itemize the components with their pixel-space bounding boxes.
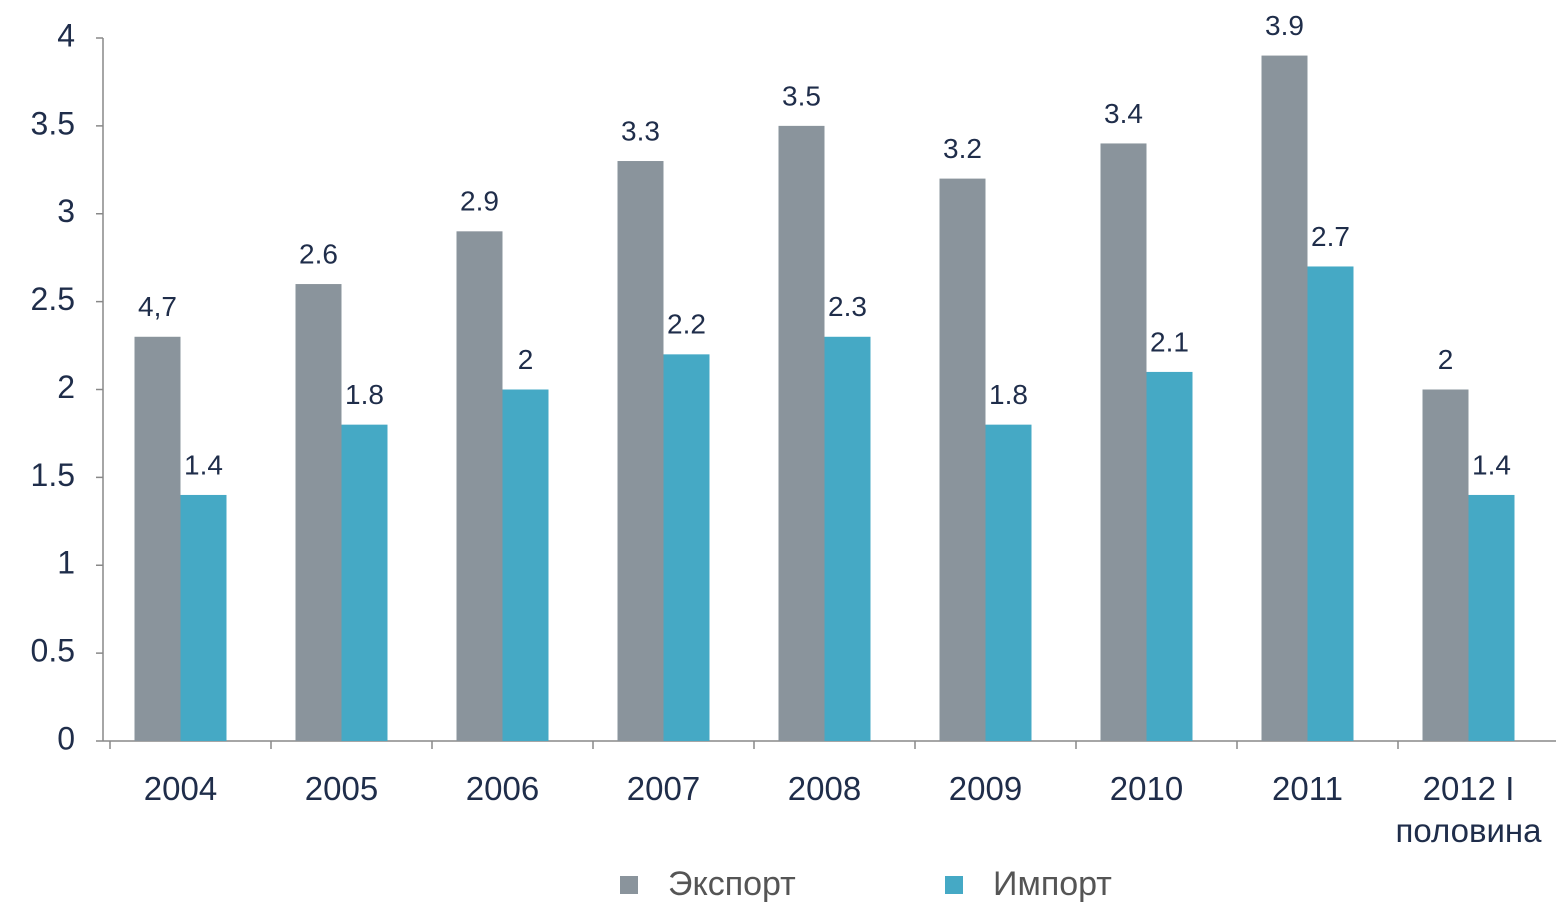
data-label: 3.5 bbox=[782, 80, 821, 111]
bar bbox=[778, 125, 825, 741]
bar bbox=[180, 494, 227, 741]
y-tick-label: 4 bbox=[57, 17, 75, 53]
bar bbox=[939, 178, 986, 742]
data-label: 3.2 bbox=[943, 133, 982, 164]
data-label: 3.3 bbox=[621, 115, 660, 146]
legend-swatch bbox=[620, 876, 638, 894]
data-label: 2.7 bbox=[1311, 221, 1350, 252]
bar bbox=[617, 161, 664, 741]
bar bbox=[295, 284, 342, 741]
data-label: 1.8 bbox=[345, 379, 384, 410]
data-label: 2 bbox=[518, 344, 534, 375]
bar bbox=[1100, 143, 1147, 741]
bar bbox=[1261, 55, 1308, 741]
data-label: 2.3 bbox=[828, 291, 867, 322]
bar bbox=[824, 336, 871, 741]
data-label: 2.1 bbox=[1150, 326, 1189, 357]
bar bbox=[1422, 389, 1469, 741]
data-label: 2.9 bbox=[460, 186, 499, 217]
bar bbox=[134, 336, 181, 741]
legend-label: Экспорт bbox=[668, 865, 796, 903]
y-tick-label: 2 bbox=[57, 369, 75, 405]
legend-swatch bbox=[945, 876, 963, 894]
y-tick-label: 0.5 bbox=[31, 633, 75, 669]
x-tick-label: 2004 bbox=[143, 770, 218, 807]
data-label: 1.4 bbox=[1472, 449, 1511, 480]
data-label: 3.4 bbox=[1104, 98, 1143, 129]
bar bbox=[985, 424, 1032, 741]
y-tick-label: 2.5 bbox=[31, 281, 75, 317]
x-tick-label: 2008 bbox=[787, 770, 862, 807]
data-label: 1.8 bbox=[989, 379, 1028, 410]
bar bbox=[1468, 494, 1515, 741]
bar bbox=[1307, 266, 1354, 741]
data-label: 1.4 bbox=[184, 449, 223, 480]
y-tick-label: 3.5 bbox=[31, 105, 75, 141]
y-tick-label: 1 bbox=[57, 545, 75, 581]
bar bbox=[502, 389, 549, 741]
data-label: 3.9 bbox=[1265, 10, 1304, 41]
y-tick-label: 0 bbox=[57, 720, 75, 756]
annotation: 4,7 bbox=[138, 291, 177, 322]
x-tick-label: 2007 bbox=[626, 770, 701, 807]
legend-label: Импорт bbox=[993, 865, 1112, 903]
x-tick-label: 2006 bbox=[465, 770, 540, 807]
data-label: 2.6 bbox=[299, 238, 338, 269]
bar bbox=[341, 424, 388, 741]
x-tick-label: 2012 I половина bbox=[1395, 770, 1542, 849]
x-tick-label: 2010 bbox=[1109, 770, 1184, 807]
y-tick-label: 3 bbox=[57, 193, 75, 229]
x-tick-label: 2005 bbox=[304, 770, 379, 807]
x-tick-label: 2009 bbox=[948, 770, 1023, 807]
bar bbox=[663, 354, 710, 741]
x-tick-label: 2011 bbox=[1272, 770, 1343, 807]
data-label: 2.2 bbox=[667, 309, 706, 340]
data-label: 2 bbox=[1438, 344, 1454, 375]
bar bbox=[456, 231, 503, 741]
bar bbox=[1146, 371, 1193, 741]
y-tick-label: 1.5 bbox=[31, 457, 75, 493]
